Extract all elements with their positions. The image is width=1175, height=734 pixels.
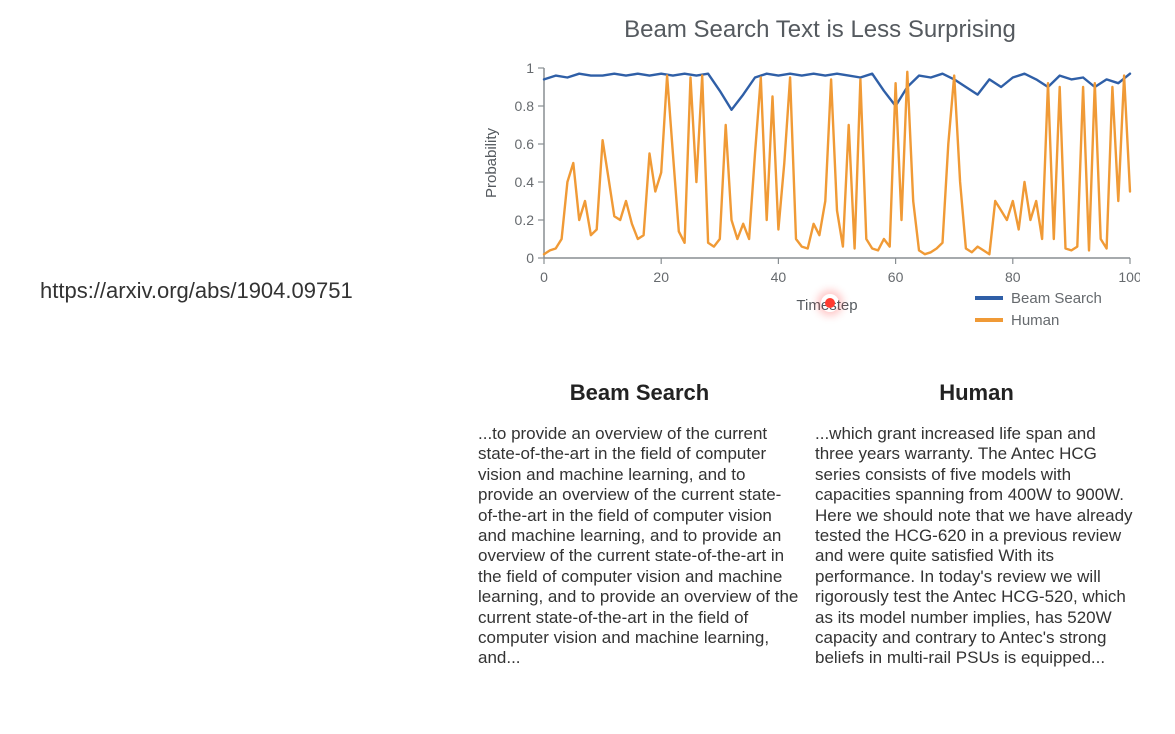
probability-chart: 0 0.2 0.4 0.6 0.8 1 0 20 40 60 80 100 Probability Tim… (480, 58, 1140, 358)
beam-search-heading: Beam Search (478, 380, 801, 406)
svg-text:0: 0 (540, 269, 548, 285)
svg-text:Beam Search: Beam Search (1011, 290, 1102, 307)
svg-text:40: 40 (771, 269, 787, 285)
beam-search-body: ...to provide an overview of the current… (478, 424, 801, 669)
svg-text:Human: Human (1011, 312, 1059, 329)
svg-text:20: 20 (653, 269, 669, 285)
svg-text:60: 60 (888, 269, 904, 285)
svg-text:1: 1 (526, 60, 534, 76)
svg-text:Probability: Probability (483, 127, 500, 198)
chart-svg: 0 0.2 0.4 0.6 0.8 1 0 20 40 60 80 100 Probability Tim… (480, 58, 1140, 358)
svg-text:80: 80 (1005, 269, 1021, 285)
svg-text:0.6: 0.6 (515, 136, 535, 152)
svg-text:0: 0 (526, 250, 534, 266)
svg-text:0.4: 0.4 (515, 174, 535, 190)
slide-root: https://arxiv.org/abs/1904.09751 Beam Se… (0, 0, 1175, 734)
chart-title: Beam Search Text is Less Surprising (480, 16, 1160, 44)
svg-text:Timestep: Timestep (796, 297, 857, 314)
human-body: ...which grant increased life span and t… (815, 424, 1138, 669)
svg-text:100: 100 (1118, 269, 1140, 285)
text-columns: Beam Search ...to provide an overview of… (478, 380, 1138, 669)
beam-search-column: Beam Search ...to provide an overview of… (478, 380, 801, 669)
human-heading: Human (815, 380, 1138, 406)
citation-link[interactable]: https://arxiv.org/abs/1904.09751 (40, 278, 353, 304)
human-column: Human ...which grant increased life span… (815, 380, 1138, 669)
svg-text:0.8: 0.8 (515, 98, 535, 114)
svg-text:0.2: 0.2 (515, 212, 535, 228)
